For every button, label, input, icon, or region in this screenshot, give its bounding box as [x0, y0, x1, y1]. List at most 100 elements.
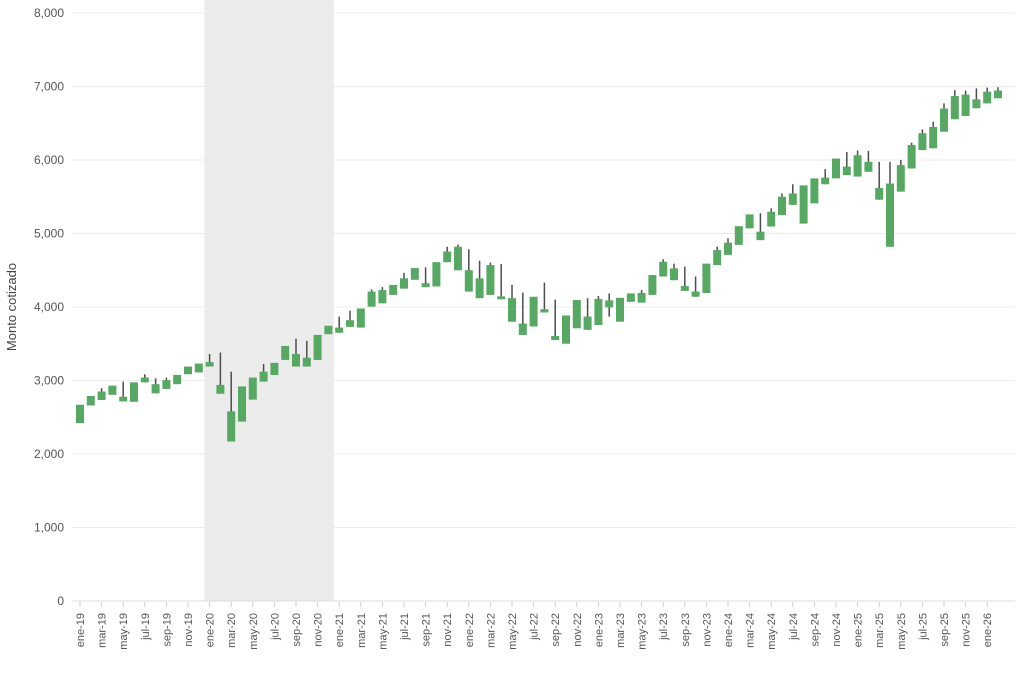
- candle-body: [950, 96, 959, 120]
- candle-abr-19: [108, 385, 117, 395]
- candle-oct-21: [432, 262, 441, 287]
- candle-mar-23: [616, 297, 624, 322]
- x-axis-tick-label: sep-21: [421, 613, 433, 647]
- candle-mar-20: [227, 371, 236, 442]
- candle-feb-26: [994, 87, 1002, 99]
- x-axis-tick-label: may-19: [118, 613, 130, 650]
- candle-body: [508, 298, 516, 322]
- candle-sep-19: [162, 377, 171, 389]
- y-axis-tick-label: 7,000: [34, 80, 64, 94]
- candle-body: [335, 327, 344, 333]
- candle-feb-20: [216, 352, 225, 394]
- candle-may-23: [637, 290, 646, 303]
- candle-body: [292, 354, 300, 367]
- candle-body: [464, 270, 473, 292]
- candle-body: [961, 94, 970, 116]
- x-axis-tick-label: ene-24: [723, 613, 735, 647]
- candle-body: [227, 411, 236, 442]
- candle-body: [680, 286, 689, 291]
- candle-body: [475, 278, 484, 299]
- candle-ene-26: [983, 87, 992, 104]
- x-axis-tick-label: mar-21: [356, 613, 368, 648]
- candle-jul-21: [400, 272, 408, 289]
- candle-jun-20: [259, 363, 268, 382]
- x-axis-tick-label: may-24: [766, 613, 778, 650]
- candle-jun-19: [130, 382, 138, 402]
- x-axis-tick-label: may-21: [377, 613, 389, 650]
- candle-jun-23: [648, 275, 657, 295]
- x-axis-tick-label: jul-19: [140, 613, 152, 641]
- candle-ene-21: [335, 316, 344, 333]
- candle-body: [756, 231, 765, 241]
- candle-dic-20: [324, 325, 333, 335]
- candle-ene-25: [853, 150, 862, 177]
- candle-ene-23: [594, 295, 603, 326]
- candle-feb-22: [475, 260, 484, 299]
- gridlines: [72, 12, 1015, 602]
- candle-body: [853, 155, 862, 177]
- candle-ago-19: [151, 378, 160, 394]
- candle-body: [799, 185, 808, 224]
- x-axis-tick-label: nov-25: [961, 613, 973, 647]
- x-axis-tick-label: may-25: [896, 613, 908, 650]
- candle-oct-23: [691, 276, 700, 297]
- candle-body: [832, 158, 840, 179]
- x-axis-tick-label: nov-22: [572, 613, 584, 647]
- candle-ene-20: [205, 354, 214, 367]
- candle-body: [540, 309, 549, 313]
- candle-jul-20: [270, 362, 279, 375]
- candle-body: [778, 196, 786, 216]
- x-axis-tick-label: jul-25: [917, 613, 929, 641]
- candle-abr-24: [756, 213, 765, 241]
- candle-feb-21: [346, 310, 354, 327]
- x-axis-tick-label: may-22: [507, 613, 519, 650]
- candle-body: [713, 250, 722, 266]
- candle-sep-24: [810, 178, 819, 204]
- candle-abr-21: [367, 289, 376, 307]
- candle-body: [745, 214, 754, 229]
- candle-body: [356, 308, 365, 328]
- candle-body: [410, 268, 419, 280]
- candle-body: [378, 290, 387, 304]
- candle-body: [572, 300, 581, 329]
- candle-body: [270, 362, 279, 375]
- candle-body: [670, 268, 678, 281]
- candle-jul-23: [659, 259, 668, 277]
- x-axis-tick-label: nov-21: [442, 613, 454, 647]
- candle-body: [562, 315, 570, 344]
- candle-jun-21: [389, 284, 398, 295]
- x-axis-tick-label: nov-23: [701, 613, 713, 647]
- x-axis-tick-label: ene-21: [334, 613, 346, 647]
- candle-body: [248, 377, 257, 400]
- candle-body: [529, 296, 538, 327]
- x-axis-tick-label: jul-20: [269, 613, 281, 641]
- candle-oct-22: [562, 315, 570, 344]
- candle-body: [151, 384, 160, 394]
- candle-sep-25: [940, 103, 948, 132]
- x-axis-tick-label: ene-25: [853, 613, 865, 647]
- candle-body: [886, 183, 894, 247]
- x-axis-tick-label: ene-19: [75, 613, 87, 647]
- candle-dic-19: [194, 363, 203, 373]
- x-axis-tick-label: jul-23: [658, 613, 670, 641]
- candle-ene-24: [724, 238, 732, 255]
- candle-ago-25: [929, 121, 938, 149]
- candle-jul-22: [529, 296, 538, 327]
- y-axis-tick-label: 5,000: [34, 227, 64, 241]
- candle-jul-19: [140, 374, 149, 383]
- candle-body: [788, 193, 797, 205]
- candle-may-25: [896, 160, 905, 192]
- candle-feb-24: [734, 226, 743, 245]
- candle-body: [842, 166, 851, 176]
- candle-body: [594, 298, 603, 326]
- candle-body: [518, 323, 527, 335]
- candle-body: [907, 144, 916, 169]
- candle-dic-22: [583, 298, 592, 330]
- candle-body: [119, 396, 128, 402]
- candle-body: [173, 374, 182, 385]
- y-axis-tick-label: 0: [57, 594, 64, 608]
- candle-mar-19: [97, 388, 106, 400]
- candle-body: [983, 91, 992, 104]
- candle-jun-24: [778, 193, 786, 216]
- candle-may-19: [119, 381, 128, 402]
